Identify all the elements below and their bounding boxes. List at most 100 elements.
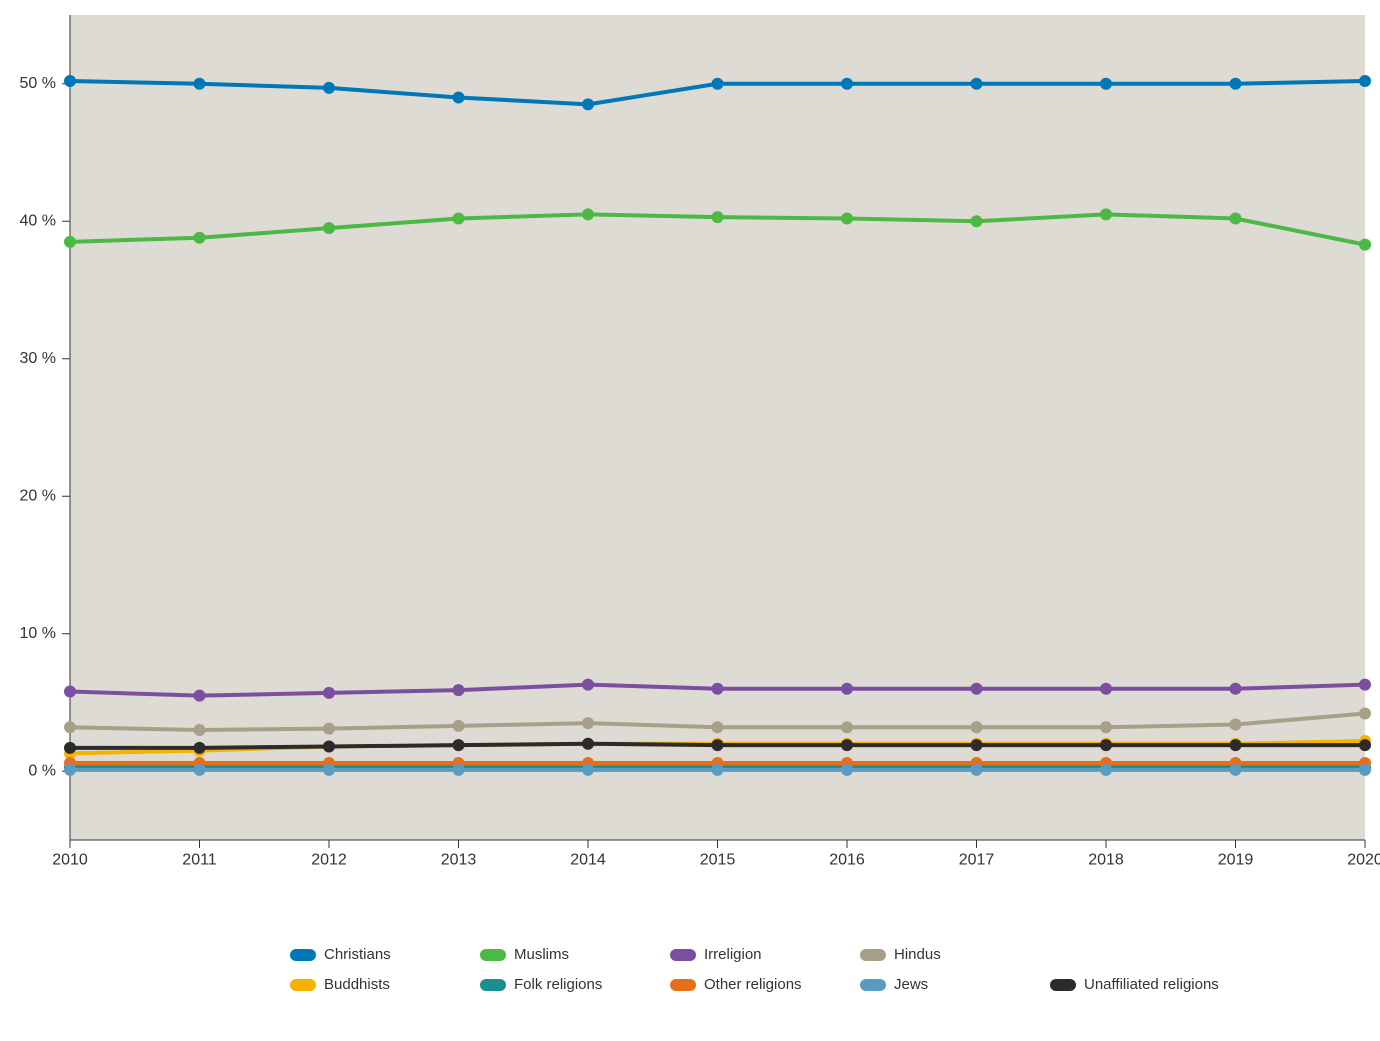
series-marker <box>453 764 465 776</box>
series-marker <box>323 741 335 753</box>
series-marker <box>971 78 983 90</box>
x-tick-label: 2019 <box>1218 851 1254 868</box>
legend-label: Unaffiliated religions <box>1084 976 1219 993</box>
series-marker <box>712 78 724 90</box>
x-tick-label: 2012 <box>311 851 347 868</box>
legend-swatch <box>860 979 886 991</box>
series-marker <box>1230 739 1242 751</box>
series-marker <box>582 738 594 750</box>
series-marker <box>1230 719 1242 731</box>
series-marker <box>712 739 724 751</box>
series-marker <box>1230 78 1242 90</box>
series-marker <box>194 690 206 702</box>
series-marker <box>1100 764 1112 776</box>
series-marker <box>194 742 206 754</box>
series-marker <box>64 764 76 776</box>
x-tick-label: 2011 <box>182 851 217 868</box>
series-marker <box>971 739 983 751</box>
x-tick-label: 2016 <box>829 851 865 868</box>
series-marker <box>712 764 724 776</box>
series-marker <box>64 236 76 248</box>
series-marker <box>841 213 853 225</box>
series-marker <box>1230 683 1242 695</box>
series-marker <box>841 764 853 776</box>
legend-label: Irreligion <box>704 946 762 963</box>
legend-swatch <box>290 979 316 991</box>
series-marker <box>194 232 206 244</box>
series-marker <box>1359 75 1371 87</box>
series-marker <box>712 683 724 695</box>
series-marker <box>712 721 724 733</box>
series-marker <box>194 764 206 776</box>
series-marker <box>453 92 465 104</box>
series-marker <box>1359 679 1371 691</box>
series-marker <box>1230 213 1242 225</box>
series-marker <box>323 723 335 735</box>
y-tick-label: 0 % <box>28 762 56 779</box>
y-tick-label: 10 % <box>20 625 56 642</box>
legend-swatch <box>670 949 696 961</box>
legend-label: Jews <box>894 976 928 993</box>
legend-swatch <box>1050 979 1076 991</box>
series-marker <box>582 679 594 691</box>
series-marker <box>1359 764 1371 776</box>
series-marker <box>582 98 594 110</box>
series-marker <box>323 222 335 234</box>
y-tick-label: 30 % <box>20 350 56 367</box>
series-marker <box>841 78 853 90</box>
series-marker <box>971 683 983 695</box>
series-marker <box>971 764 983 776</box>
series-marker <box>453 684 465 696</box>
series-marker <box>582 764 594 776</box>
series-marker <box>1359 708 1371 720</box>
series-marker <box>1100 721 1112 733</box>
legend-swatch <box>290 949 316 961</box>
series-marker <box>1359 239 1371 251</box>
series-marker <box>64 75 76 87</box>
series-marker <box>64 721 76 733</box>
series-marker <box>712 211 724 223</box>
series-marker <box>841 739 853 751</box>
series-marker <box>841 721 853 733</box>
series-marker <box>323 82 335 94</box>
series-marker <box>453 720 465 732</box>
legend-label: Buddhists <box>324 976 390 993</box>
legend-label: Muslims <box>514 946 569 963</box>
legend-label: Folk religions <box>514 976 602 993</box>
series-marker <box>841 683 853 695</box>
series-marker <box>1100 208 1112 220</box>
series-marker <box>971 215 983 227</box>
x-tick-label: 2018 <box>1088 851 1124 868</box>
legend-swatch <box>670 979 696 991</box>
series-marker <box>194 724 206 736</box>
y-tick-label: 20 % <box>20 487 56 504</box>
legend-label: Christians <box>324 946 391 963</box>
legend-label: Hindus <box>894 946 941 963</box>
legend-label: Other religions <box>704 976 802 993</box>
series-marker <box>1100 78 1112 90</box>
series-marker <box>582 717 594 729</box>
plot-area <box>70 15 1365 840</box>
x-tick-label: 2013 <box>441 851 477 868</box>
series-marker <box>194 78 206 90</box>
x-tick-label: 2014 <box>570 851 606 868</box>
legend-swatch <box>860 949 886 961</box>
legend-swatch <box>480 949 506 961</box>
series-marker <box>1100 683 1112 695</box>
x-tick-label: 2015 <box>700 851 736 868</box>
series-marker <box>1359 739 1371 751</box>
series-marker <box>582 208 594 220</box>
legend-swatch <box>480 979 506 991</box>
x-tick-label: 2017 <box>959 851 995 868</box>
x-tick-label: 2010 <box>52 851 88 868</box>
series-marker <box>64 742 76 754</box>
series-marker <box>323 687 335 699</box>
series-marker <box>971 721 983 733</box>
series-marker <box>323 764 335 776</box>
x-tick-label: 2020 <box>1347 851 1380 868</box>
y-tick-label: 40 % <box>20 212 56 229</box>
series-marker <box>64 686 76 698</box>
series-marker <box>453 739 465 751</box>
y-tick-label: 50 % <box>20 75 56 92</box>
series-marker <box>1100 739 1112 751</box>
